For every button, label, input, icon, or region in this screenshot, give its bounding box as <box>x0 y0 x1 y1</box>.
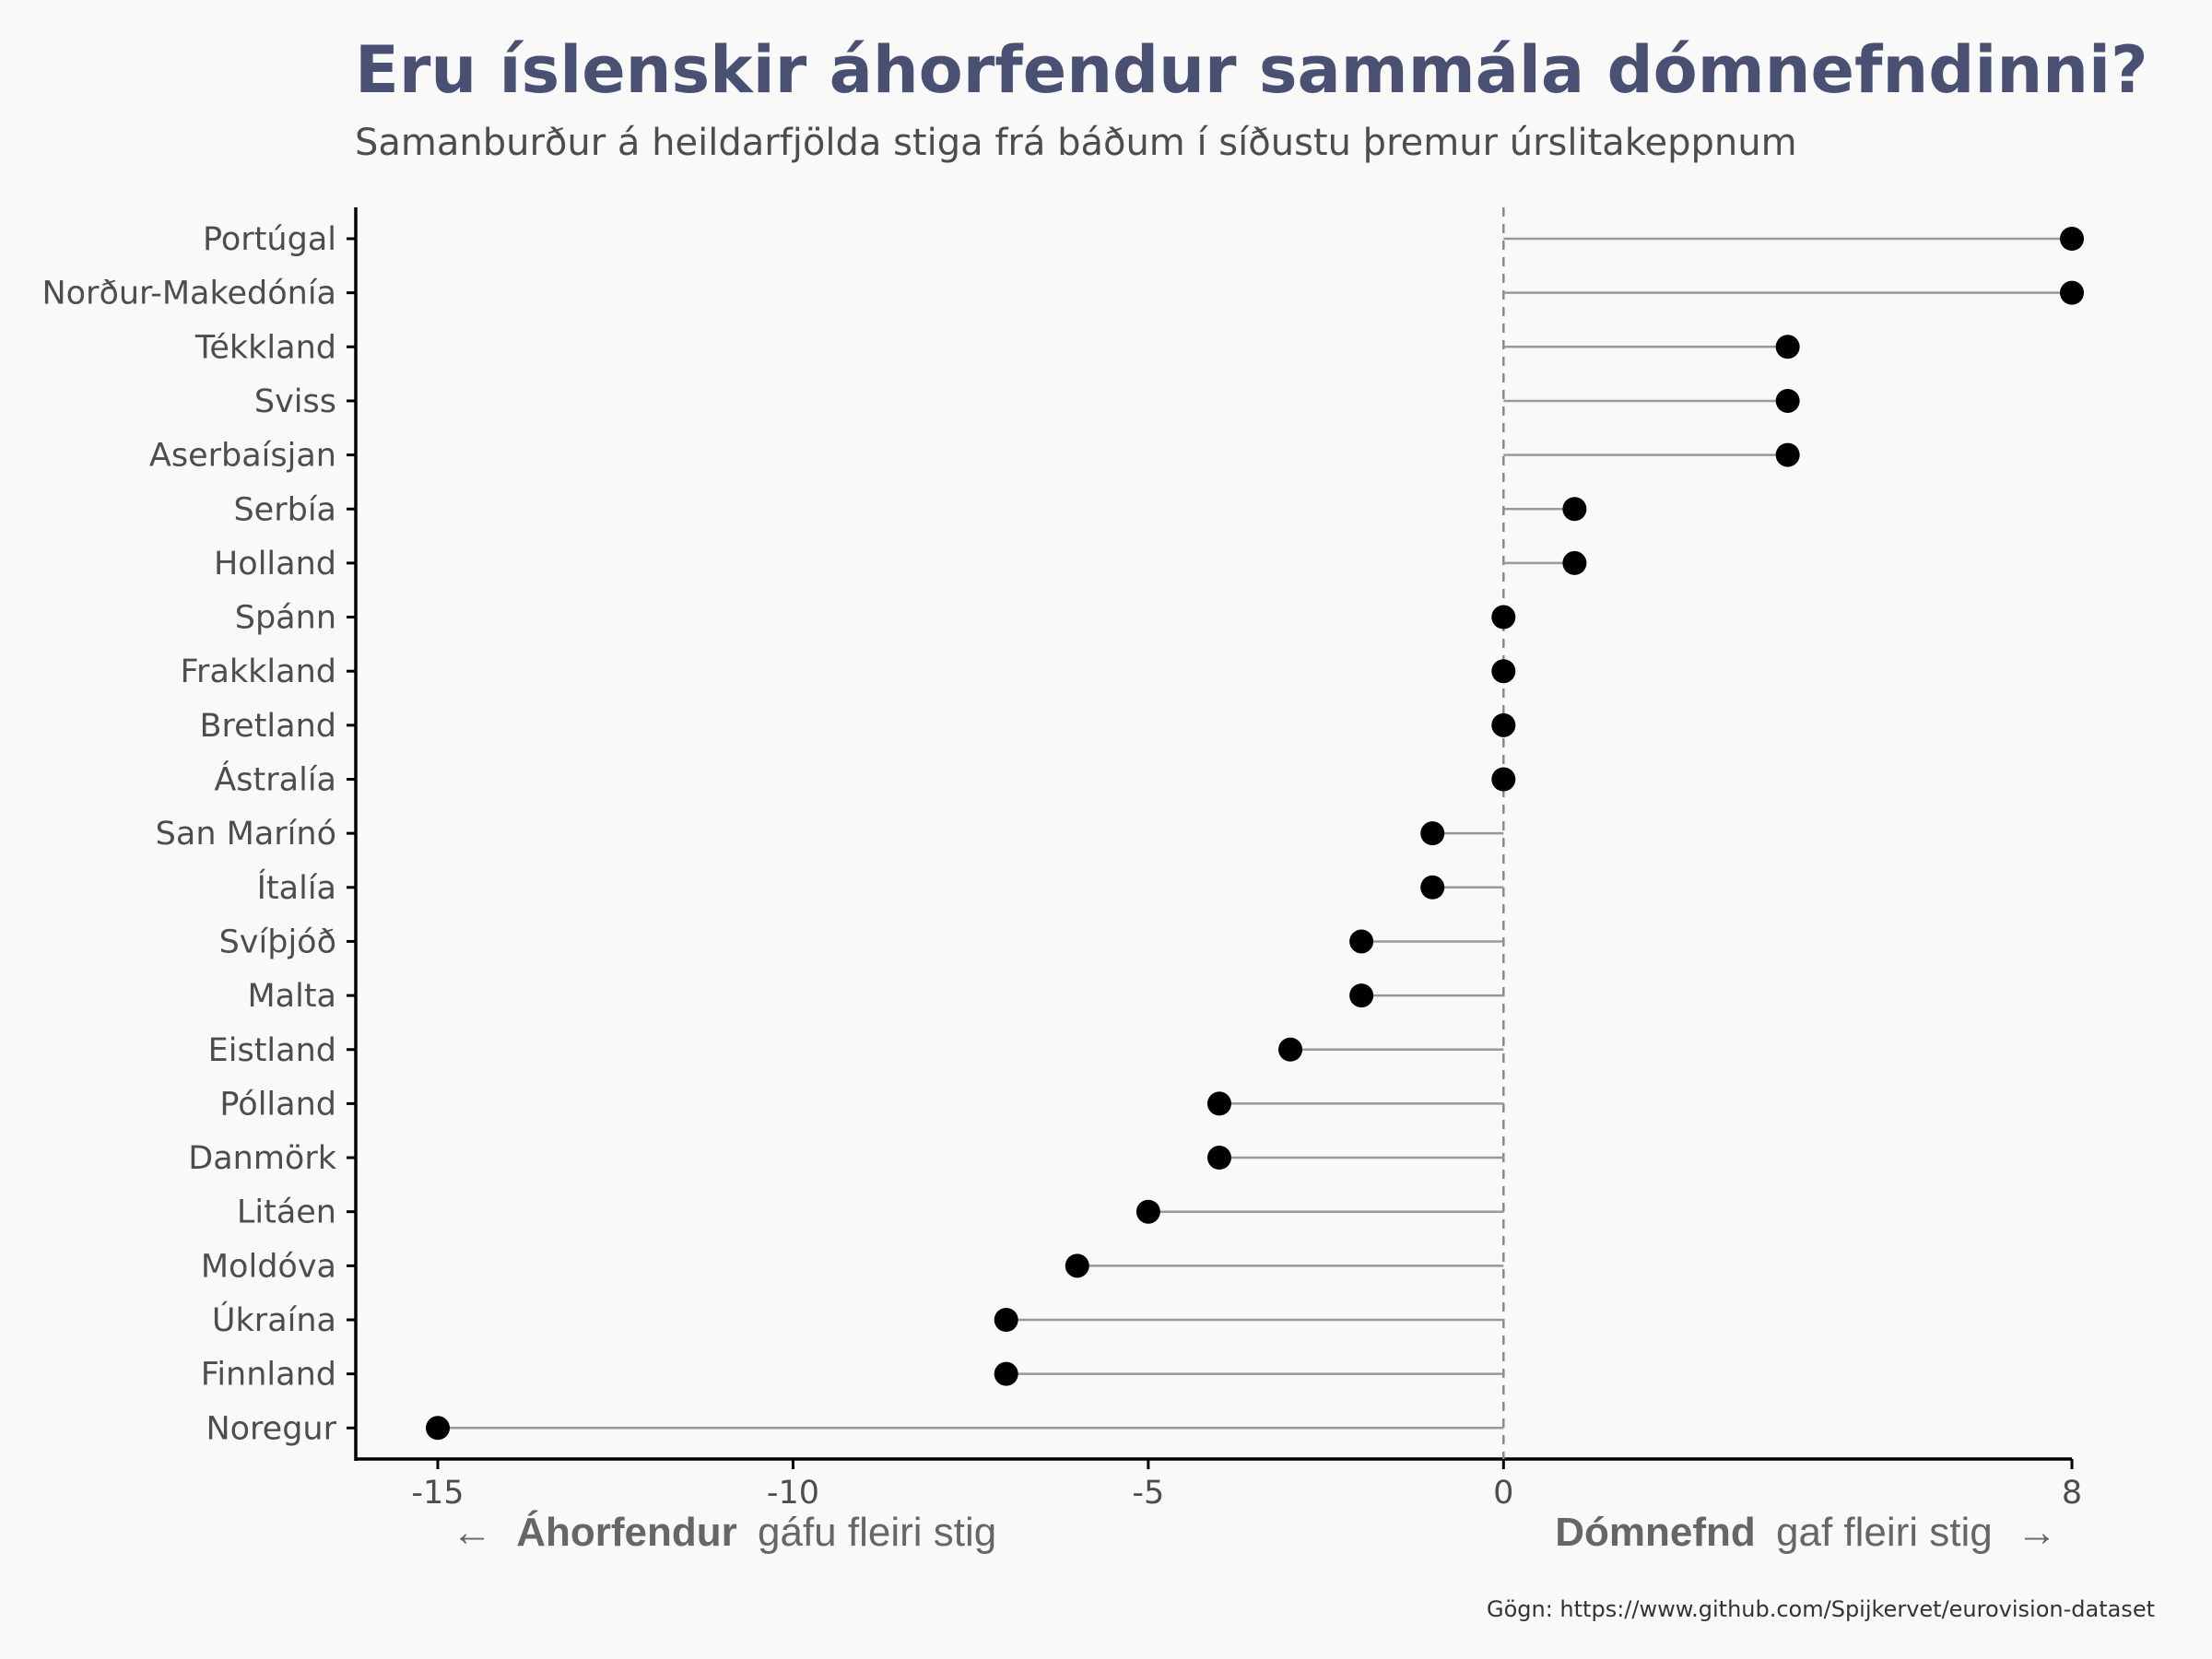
data-point <box>1775 442 1800 467</box>
data-point <box>1491 712 1516 737</box>
data-source-caption: Gögn: https://www.github.com/Spijkervet/… <box>1487 1596 2155 1622</box>
data-point <box>994 1308 1018 1332</box>
y-tick-label: Finnland <box>201 1357 336 1394</box>
data-point <box>1206 1146 1231 1171</box>
x-tick-label: 8 <box>2062 1475 2082 1512</box>
y-tick-label: Litáen <box>237 1194 336 1231</box>
data-point <box>1278 1037 1303 1062</box>
arrow-left-icon: ← <box>452 1510 492 1555</box>
data-point <box>2060 280 2084 305</box>
data-point <box>1491 767 1516 792</box>
data-point <box>1420 821 1445 846</box>
y-tick-label: Serbía <box>233 491 336 528</box>
data-point <box>1420 875 1445 900</box>
y-tick-label: Spánn <box>235 600 336 637</box>
x-tick-label: -10 <box>767 1475 819 1512</box>
data-point <box>2060 227 2084 251</box>
data-point <box>1349 929 1374 954</box>
data-point <box>994 1361 1018 1386</box>
y-tick-label: Moldóva <box>201 1248 336 1285</box>
y-tick-label: Bretland <box>200 708 336 745</box>
chart-title: Eru íslenskir áhorfendur sammála dómnefn… <box>355 32 2148 108</box>
points <box>426 227 2084 1441</box>
annotation-left: ← Áhorfendur gáfu fleiri stig <box>452 1509 996 1555</box>
y-tick-label: Svíþjóð <box>219 924 336 960</box>
x-tick-label: 0 <box>1493 1475 1513 1512</box>
data-point <box>426 1416 450 1441</box>
y-tick-label: Noregur <box>206 1410 336 1447</box>
y-tick-label: Holland <box>214 546 336 582</box>
y-axis-labels: Portúgal Norður-Makedónía Tékkland Sviss Ase… <box>41 221 356 1447</box>
data-point <box>1349 983 1374 1008</box>
y-tick-label: Danmörk <box>188 1140 336 1177</box>
y-tick-label: Ítalía <box>257 868 336 907</box>
y-tick-label: Tékkland <box>194 329 336 366</box>
y-tick-label: Frakkland <box>180 653 336 690</box>
data-point <box>1491 605 1516 629</box>
x-axis-labels: -15 -10 -5 0 8 <box>411 1459 2082 1512</box>
x-tick-label: -15 <box>411 1475 464 1512</box>
y-tick-label: Ástralía <box>214 760 336 799</box>
chart-subtitle: Samanburður á heildarfjölda stiga frá bá… <box>355 122 1797 164</box>
y-tick-label: Malta <box>247 978 336 1015</box>
y-tick-label: Aserbaísjan <box>149 438 336 475</box>
data-point <box>1065 1253 1089 1278</box>
data-point <box>1775 335 1800 359</box>
data-point <box>1775 388 1800 413</box>
y-tick-label: Sviss <box>254 383 336 420</box>
data-point <box>1206 1091 1231 1116</box>
y-tick-label: Úkraína <box>212 1300 336 1339</box>
data-point <box>1135 1199 1160 1224</box>
y-tick-label: Portúgal <box>203 221 336 258</box>
data-point <box>1562 550 1587 575</box>
arrow-right-icon: → <box>2017 1510 2057 1555</box>
annotation-right: Dómnefnd gaf fleiri stig → <box>1555 1510 2057 1555</box>
data-point <box>1491 659 1516 684</box>
x-tick-label: -5 <box>1132 1475 1164 1512</box>
y-tick-label: Eistland <box>208 1032 336 1069</box>
y-tick-label: Norður-Makedónía <box>41 276 336 312</box>
y-tick-label: Pólland <box>219 1086 336 1123</box>
data-point <box>1562 497 1587 522</box>
y-tick-label: San Marínó <box>156 816 336 853</box>
segments <box>438 237 2072 1430</box>
